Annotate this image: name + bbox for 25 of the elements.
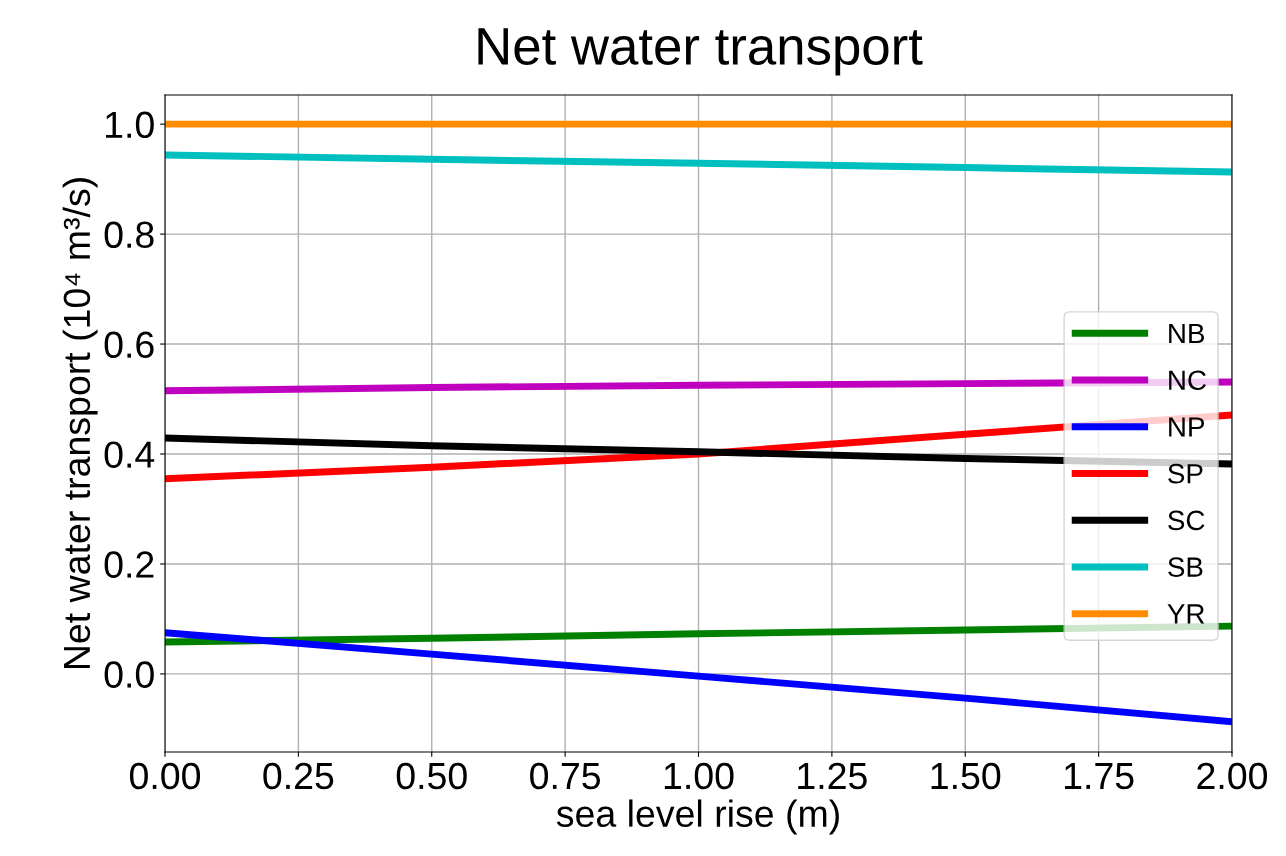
x-tick-label: 1.75 <box>1065 763 1134 790</box>
legend-label: NC <box>1169 370 1206 391</box>
legend-label: YR <box>1167 604 1205 624</box>
x-tick-label: 0.75 <box>530 762 601 790</box>
chart-title: Net water transport <box>478 28 923 76</box>
x-tick-label: 1.00 <box>664 762 734 790</box>
x-axis-title: sea level rise (m) <box>556 799 839 835</box>
legend-label: NB <box>1169 323 1204 344</box>
legend-label: SC <box>1168 510 1205 531</box>
legend-label: SP <box>1168 463 1203 484</box>
x-tick-label: 0.25 <box>263 762 334 790</box>
x-tick-label: 1.25 <box>798 762 867 790</box>
y-tick-label: 0.4 <box>104 441 155 468</box>
x-tick-label: 0.00 <box>129 762 201 790</box>
x-tick-label: 2.00 <box>1197 762 1268 790</box>
legend-label: NP <box>1169 417 1204 437</box>
x-tick-label: 1.50 <box>931 762 1001 790</box>
y-tick-label: 0.0 <box>104 661 154 688</box>
y-tick-label: 0.6 <box>104 331 154 359</box>
y-tick-label: 1.0 <box>106 111 154 139</box>
legend-label: SB <box>1168 557 1203 577</box>
y-tick-label: 0.8 <box>104 221 154 249</box>
y-axis-title: Net water transport (10⁴ m³/s) <box>62 178 98 669</box>
y-tick-label: 0.2 <box>104 551 154 578</box>
x-tick-label: 0.50 <box>396 762 467 790</box>
